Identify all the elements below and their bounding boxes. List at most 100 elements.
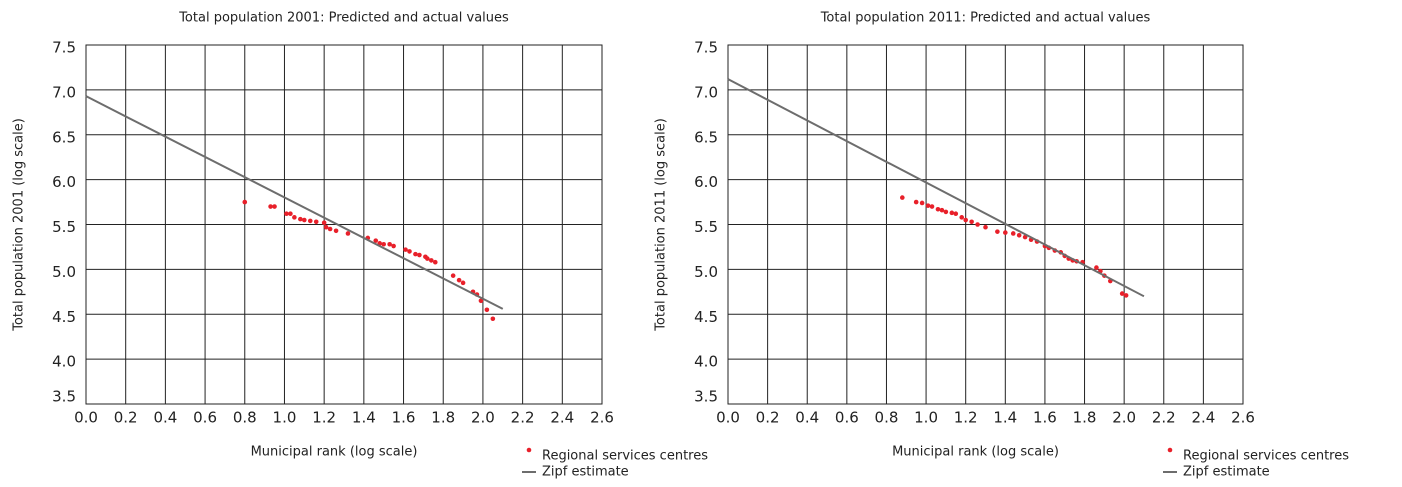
data-point <box>327 226 333 232</box>
data-point <box>949 210 955 216</box>
y-tick-label: 5.0 <box>52 263 76 281</box>
data-point <box>302 217 307 223</box>
x-tick-label: 1.8 <box>431 409 455 427</box>
y-tick-label: 3.5 <box>694 388 718 406</box>
data-point <box>1119 291 1125 296</box>
x-tick-label: 1.2 <box>312 409 336 427</box>
data-point <box>292 215 297 220</box>
data-point <box>417 252 422 258</box>
y-tick-label: 7.0 <box>52 83 76 101</box>
data-point <box>939 207 945 213</box>
data-point <box>288 211 293 217</box>
data-point <box>381 241 386 247</box>
data-point <box>929 204 935 209</box>
y-tick-label: 7.5 <box>694 39 718 57</box>
legend-label: Regional services centres <box>1183 449 1349 464</box>
data-point <box>1010 231 1016 236</box>
x-tick-label: 2.0 <box>1112 409 1136 427</box>
x-tick-label: 0.8 <box>875 409 899 427</box>
x-tick-label: 1.8 <box>1073 409 1097 427</box>
data-point <box>1094 265 1099 270</box>
x-tick-label: 2.0 <box>471 409 495 427</box>
x-tick-label: 2.6 <box>590 409 614 427</box>
data-point <box>321 220 327 226</box>
y-tick-label: 5.0 <box>694 263 718 281</box>
data-point <box>432 259 438 265</box>
y-axis-label: Total population 2001 (log scale) <box>12 118 27 332</box>
data-point <box>387 241 392 247</box>
legend-swatch <box>1167 447 1173 453</box>
data-point <box>456 277 462 283</box>
data-point <box>268 204 273 209</box>
x-tick-label: 2.4 <box>550 409 574 427</box>
y-tick-label: 3.5 <box>52 388 76 406</box>
data-point <box>429 258 434 263</box>
y-tick-label: 5.5 <box>52 218 76 236</box>
data-point <box>307 218 313 224</box>
data-point <box>975 222 980 227</box>
x-tick-label: 0.6 <box>835 409 859 427</box>
x-tick-label: 2.2 <box>1152 409 1176 427</box>
data-point <box>484 307 490 313</box>
data-point <box>284 211 289 217</box>
data-point <box>490 316 496 322</box>
data-point <box>925 203 931 208</box>
data-point <box>983 224 988 230</box>
data-point <box>935 206 941 212</box>
data-point <box>373 238 379 243</box>
x-tick-label: 0.2 <box>756 409 780 427</box>
data-point <box>460 280 466 286</box>
y-tick-label: 4.5 <box>52 308 76 326</box>
legend-label: Zipf estimate <box>1183 465 1270 480</box>
data-point <box>333 228 339 234</box>
x-tick-label: 1.4 <box>993 409 1017 427</box>
data-point <box>959 215 965 220</box>
data-point <box>1003 230 1008 235</box>
legend-label: Zipf estimate <box>542 465 629 480</box>
data-point <box>1123 293 1129 298</box>
data-point <box>425 256 430 261</box>
data-point <box>391 243 396 249</box>
data-point <box>323 224 329 230</box>
data-point <box>403 247 408 252</box>
data-point <box>943 209 949 215</box>
data-point <box>919 200 925 206</box>
y-tick-label: 6.0 <box>694 173 718 191</box>
data-point <box>407 249 412 254</box>
data-point <box>345 231 351 236</box>
y-tick-label: 6.5 <box>694 128 718 146</box>
data-point <box>963 217 968 223</box>
x-tick-label: 0.2 <box>114 409 138 427</box>
data-point <box>1016 232 1022 238</box>
x-axis-label: Municipal rank (log scale) <box>892 445 1059 460</box>
x-tick-label: 0.0 <box>74 409 98 427</box>
data-point <box>913 199 919 205</box>
x-tick-label: 2.4 <box>1191 409 1215 427</box>
x-tick-label: 2.6 <box>1231 409 1255 427</box>
data-point <box>450 273 456 278</box>
data-point <box>272 204 277 209</box>
y-axis-label: Total population 2011 (log scale) <box>654 118 669 332</box>
data-point <box>313 219 319 225</box>
legend-swatch <box>526 447 532 453</box>
data-point <box>900 195 905 200</box>
data-point <box>995 229 1000 234</box>
x-tick-label: 1.6 <box>1033 409 1057 427</box>
x-tick-label: 0.0 <box>716 409 740 427</box>
y-tick-label: 4.5 <box>694 308 718 326</box>
y-tick-label: 6.5 <box>52 128 76 146</box>
legend-label: Regional services centres <box>542 449 708 464</box>
zipf-line <box>85 95 504 310</box>
chart-title: Total population 2001: Predicted and act… <box>178 11 509 26</box>
chart-title: Total population 2011: Predicted and act… <box>820 11 1151 26</box>
data-point <box>478 298 484 304</box>
data-point <box>242 199 248 205</box>
y-tick-label: 4.0 <box>52 353 76 371</box>
y-tick-label: 5.5 <box>694 218 718 236</box>
x-tick-label: 1.4 <box>352 409 376 427</box>
data-point <box>298 216 303 222</box>
data-point <box>413 251 418 257</box>
y-tick-label: 4.0 <box>694 353 718 371</box>
x-tick-label: 1.0 <box>914 409 938 427</box>
